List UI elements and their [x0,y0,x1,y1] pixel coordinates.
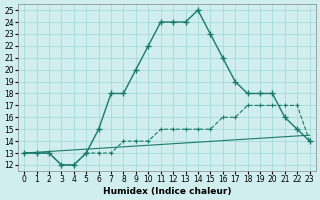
X-axis label: Humidex (Indice chaleur): Humidex (Indice chaleur) [103,187,231,196]
